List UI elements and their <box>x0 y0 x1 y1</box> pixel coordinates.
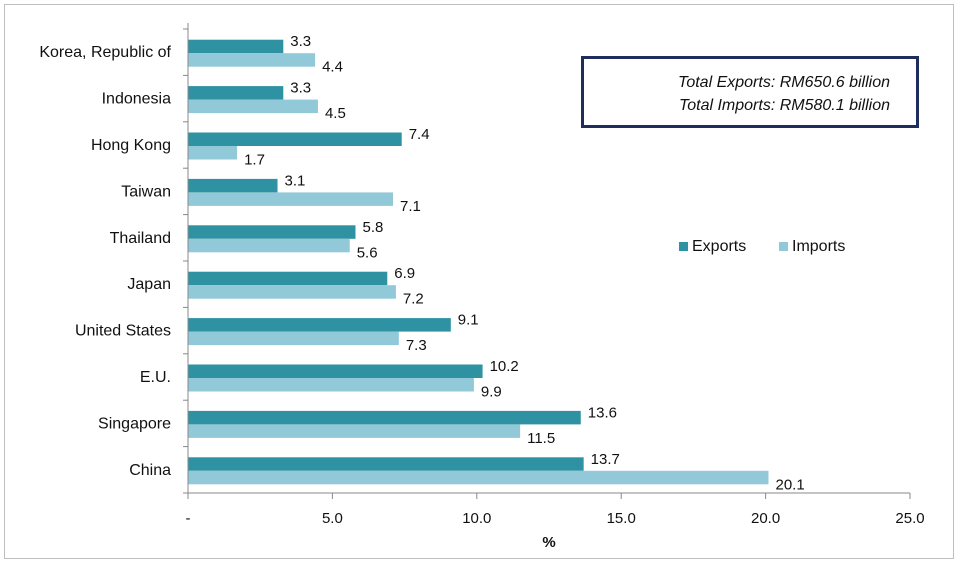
bar-exports-thailand <box>188 225 356 239</box>
x-tick-label: 10.0 <box>462 510 491 527</box>
category-label-japan: Japan <box>127 276 171 293</box>
legend: Exports Imports <box>679 238 845 255</box>
category-label-china: China <box>129 462 171 479</box>
data-label-exports-china: 13.7 <box>591 451 620 468</box>
axes-group: - 5.0 10.0 15.0 20.0 25.0% <box>183 23 925 551</box>
legend-swatch-exports <box>679 242 688 251</box>
data-label-exports-singapore: 13.6 <box>588 404 617 421</box>
total-exports-note: Total Exports: RM650.6 billion <box>678 74 890 91</box>
category-label-thailand: Thailand <box>110 230 171 247</box>
bar-imports-hong-kong <box>188 146 238 160</box>
category-label-korea-republic-of: Korea, Republic of <box>39 44 171 61</box>
bar-exports-singapore <box>188 410 581 425</box>
x-tick-label: 15.0 <box>607 510 636 527</box>
bar-imports-thailand <box>188 238 350 253</box>
bars-group <box>188 39 769 485</box>
totals-box: Total Exports: RM650.6 billion Total Imp… <box>581 56 919 128</box>
data-label-imports-hong-kong: 1.7 <box>244 152 265 169</box>
category-label-taiwan: Taiwan <box>121 183 171 200</box>
data-label-imports-thailand: 5.6 <box>357 244 378 261</box>
bar-exports-taiwan <box>188 178 278 193</box>
bar-exports-china <box>188 457 584 471</box>
x-tick-label: 20.0 <box>751 510 780 527</box>
bar-exports-indonesia <box>188 86 284 100</box>
data-label-imports-taiwan: 7.1 <box>400 198 421 215</box>
bar-exports-hong-kong <box>188 132 402 146</box>
data-labels: 3.3 4.4 3.3 4.5 7.4 1.7 3.1 7.1 5.8 5.6 6.9 7.2 9.1 7… <box>244 33 805 493</box>
bar-imports-singapore <box>188 424 521 438</box>
bar-imports-korea-republic-of <box>188 53 316 67</box>
data-label-imports-indonesia: 4.5 <box>325 105 346 122</box>
bar-imports-united-states <box>188 331 399 346</box>
data-label-imports-japan: 7.2 <box>403 291 424 308</box>
category-labels: Korea, Republic of Indonesia Hong Kong Taiw… <box>39 44 171 479</box>
bar-exports-united-states <box>188 318 451 332</box>
x-tick-label: - <box>186 510 191 527</box>
category-label-united-states: United States <box>75 323 171 340</box>
x-tick-label: 5.0 <box>322 510 343 527</box>
legend-label-imports: Imports <box>792 238 845 255</box>
bar-exports-japan <box>188 271 388 286</box>
data-label-exports-hong-kong: 7.4 <box>409 126 430 143</box>
data-label-exports-indonesia: 3.3 <box>290 80 311 97</box>
data-label-imports-korea-republic-of: 4.4 <box>322 59 343 76</box>
total-imports-note: Total Imports: RM580.1 billion <box>678 97 890 114</box>
bar-exports-e-u <box>188 364 483 378</box>
category-label-e-u: E.U. <box>140 369 171 386</box>
category-label-hong-kong: Hong Kong <box>91 137 171 154</box>
data-label-exports-e-u: 10.2 <box>490 358 519 375</box>
bar-imports-e-u <box>188 378 474 392</box>
bar-imports-china <box>188 470 769 485</box>
legend-label-exports: Exports <box>692 238 746 255</box>
bar-imports-indonesia <box>188 99 318 114</box>
bar-imports-taiwan <box>188 192 394 206</box>
data-label-exports-japan: 6.9 <box>394 265 415 282</box>
bar-imports-japan <box>188 285 396 299</box>
data-label-imports-e-u: 9.9 <box>481 384 502 401</box>
data-label-exports-thailand: 5.8 <box>363 219 384 236</box>
legend-swatch-imports <box>779 242 788 251</box>
x-axis-title: % <box>542 534 555 551</box>
bar-chart: Korea, Republic of Indonesia Hong Kong Taiw… <box>39 23 925 551</box>
category-label-singapore: Singapore <box>98 415 171 432</box>
data-label-exports-korea-republic-of: 3.3 <box>290 33 311 50</box>
data-label-exports-united-states: 9.1 <box>458 312 479 329</box>
bar-exports-korea-republic-of <box>188 39 284 54</box>
data-label-imports-singapore: 11.5 <box>527 430 555 447</box>
data-label-exports-taiwan: 3.1 <box>285 172 306 189</box>
data-label-imports-united-states: 7.3 <box>406 337 427 354</box>
data-label-imports-china: 20.1 <box>775 476 804 493</box>
x-tick-label: 25.0 <box>895 510 924 527</box>
chart-frame: Korea, Republic of Indonesia Hong Kong Taiw… <box>4 4 954 559</box>
category-label-indonesia: Indonesia <box>102 91 171 108</box>
